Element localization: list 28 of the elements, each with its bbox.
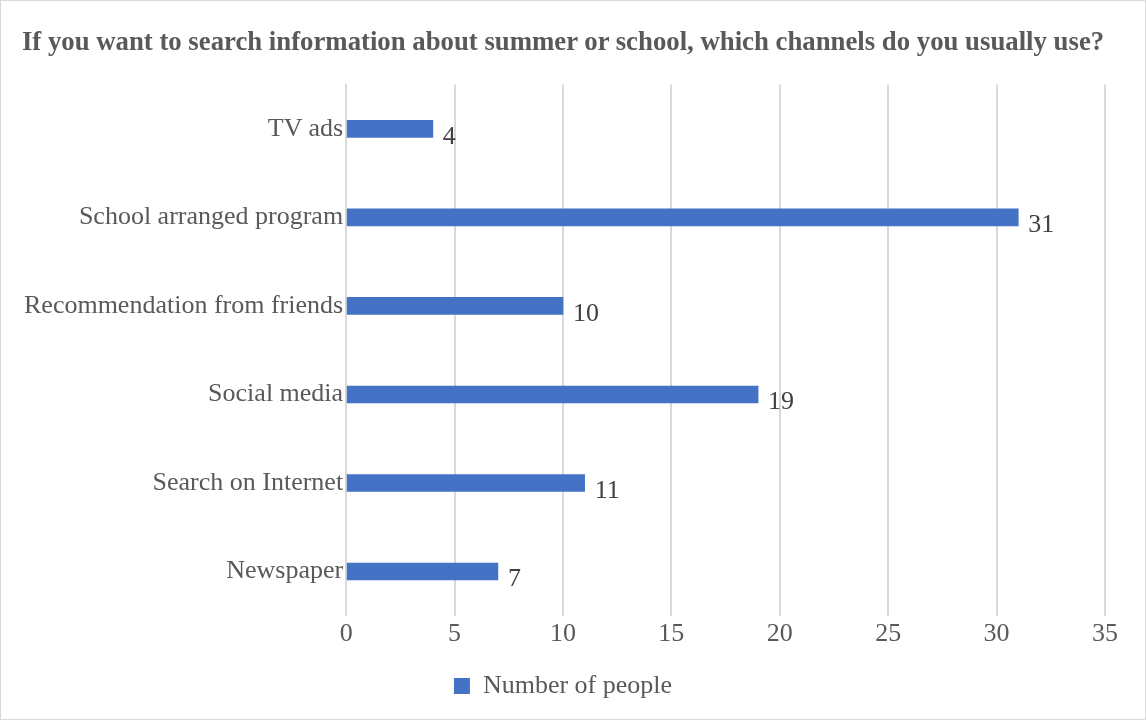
bar [346,562,499,581]
y-tick-label: Social media [208,378,344,408]
data-label: 10 [572,297,599,327]
x-tick-label: 35 [1092,618,1118,648]
y-tick-label: Newspaper [226,555,344,585]
x-tick-label: 20 [766,618,793,648]
data-label: 31 [1028,209,1055,239]
data-label: 4 [442,120,456,150]
x-tick-label: 10 [549,618,576,648]
x-tick-label: 25 [875,618,902,648]
x-tick-label: 30 [983,618,1010,648]
x-tick-label: 5 [448,618,462,648]
data-label: 7 [507,563,521,593]
bar [346,385,759,404]
data-label: 11 [594,474,620,504]
chart-title: If you want to search information about summer or school, which channels do you usually use? [21,25,1105,57]
bar [346,208,1019,227]
x-tick-label: 15 [658,618,685,648]
y-tick-label: Recommendation from friends [23,289,344,319]
bar [346,474,585,492]
bar [346,297,564,315]
y-tick-label: TV ads [267,112,344,142]
data-label: 19 [768,386,795,416]
y-tick-label: Search on Internet [152,466,344,496]
bar [346,120,434,138]
y-tick-label: School arranged program [78,201,344,231]
x-tick-label: 0 [339,618,353,648]
legend-label: Number of people [482,669,673,699]
